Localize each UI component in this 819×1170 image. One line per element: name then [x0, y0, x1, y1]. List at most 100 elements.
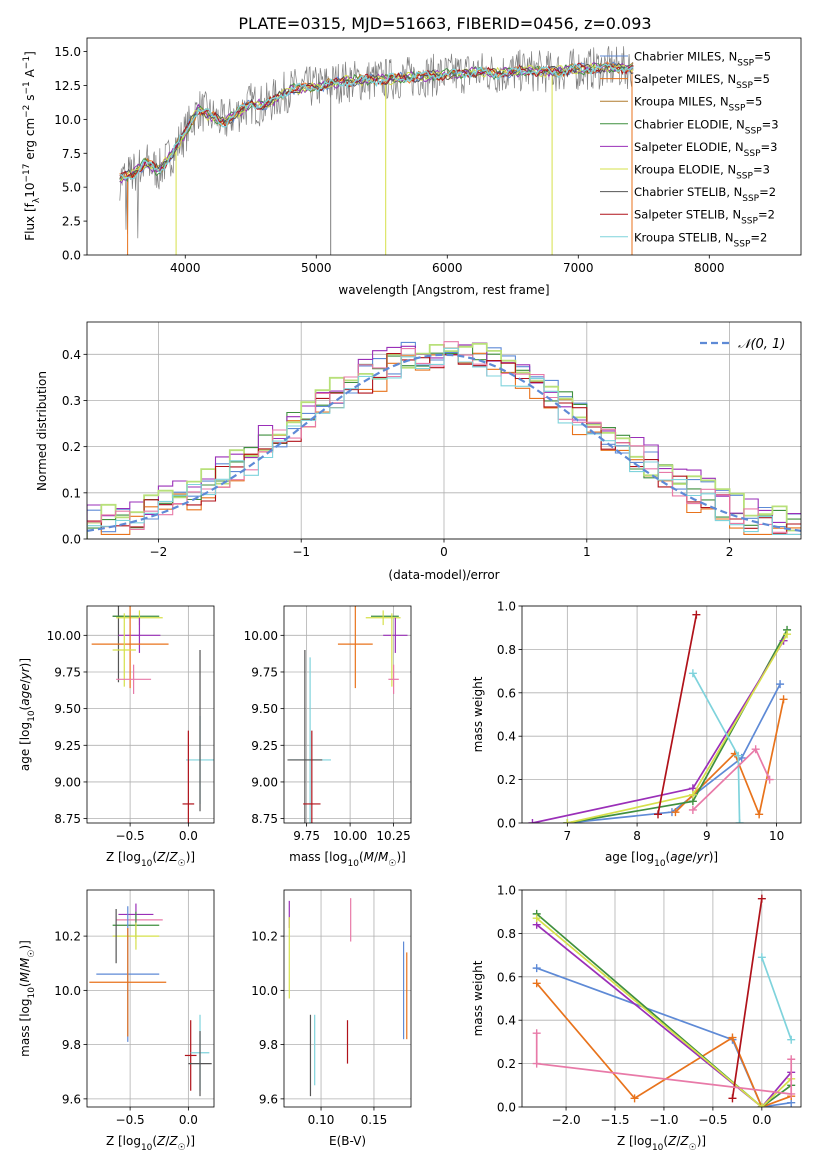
mass-weight-marker — [755, 810, 764, 819]
mass-weight-marker — [787, 1035, 796, 1044]
y-tick-label: 0.6 — [497, 970, 516, 984]
mass-weight-marker — [757, 894, 766, 903]
mass-weight-line — [536, 917, 792, 1107]
x-axis-label: mass [log10(M/M☉)] — [289, 850, 406, 869]
mass-weight-marker — [532, 1059, 541, 1068]
legend-entry: 𝒩(0, 1) — [738, 337, 785, 352]
y-tick-label: 0.3 — [62, 394, 81, 408]
y-tick-label: 10.0 — [54, 113, 81, 127]
mass-weight-marker — [688, 805, 697, 814]
mass-weight-marker — [757, 1103, 766, 1107]
mass-weight-marker — [776, 680, 785, 689]
y-tick-label: 10.00 — [47, 629, 81, 643]
y-tick-label: 0.1 — [62, 486, 81, 500]
plot-area — [91, 606, 214, 823]
x-tick-label: −2.0 — [551, 1113, 580, 1127]
plot-area — [89, 903, 212, 1097]
mass-weight-marker — [688, 790, 697, 799]
model-spectrum-line — [119, 62, 634, 180]
axes-frame — [283, 605, 412, 824]
mass-weight-marker — [765, 775, 774, 784]
x-axis-label: Z [log10(Z/Z☉)] — [106, 1134, 195, 1153]
mass-weight-marker — [779, 695, 788, 704]
figure-title: PLATE=0315, MJD=51663, FIBERID=0456, z=0… — [238, 14, 651, 33]
x-tick-label: 8 — [633, 829, 641, 843]
x-tick-label: 0.0 — [752, 1113, 771, 1127]
mass-weight-line — [760, 957, 793, 1040]
y-tick-label: 9.6 — [259, 1092, 278, 1106]
y-tick-label: 0.0 — [497, 1101, 516, 1115]
y-axis-label: Flux [fλ10−17 erg cm−2 s−1 A−1] — [22, 51, 42, 241]
y-tick-label: 0.8 — [497, 927, 516, 941]
y-tick-label: 9.8 — [259, 1038, 278, 1052]
x-axis-label: Z [log10(Z/Z☉)] — [617, 1134, 706, 1153]
mass-weight-marker — [532, 914, 541, 923]
y-tick-label: 9.25 — [251, 739, 278, 753]
x-tick-label: −1.5 — [600, 1113, 629, 1127]
x-axis-label: (data-model)/error — [388, 568, 499, 582]
mass-weight-marker — [787, 1055, 796, 1064]
axes-frame — [86, 889, 215, 1108]
x-axis-label: E(B-V) — [329, 1134, 366, 1148]
x-tick-label: 7 — [564, 829, 572, 843]
normal-curve — [87, 353, 801, 532]
y-tick-label: 9.00 — [251, 775, 278, 789]
mass-weight-marker — [757, 953, 766, 962]
y-tick-label: 0.2 — [497, 1057, 516, 1071]
y-tick-label: 8.75 — [54, 812, 81, 826]
z-age-panel: −0.5 0.0 8.75 9.00 9.25 9.50 9.75 10.00 Z [log10… — [18, 605, 215, 869]
axes-frame — [86, 37, 802, 256]
mass-weight-marker — [688, 669, 697, 678]
mass-weight-marker — [783, 630, 792, 639]
y-tick-label: 0.6 — [497, 686, 516, 700]
axes-frame — [521, 605, 802, 824]
legend-entry: Chabrier ELODIE, NSSP=3 — [634, 117, 779, 136]
mass-weight-marker — [728, 1094, 737, 1103]
axes-frame — [283, 889, 412, 1108]
y-tick-label: 10.2 — [251, 930, 278, 944]
mass-weight-marker — [692, 610, 701, 619]
y-tick-label: 9.25 — [54, 739, 81, 753]
y-tick-label: 5.0 — [62, 181, 81, 195]
y-tick-label: 1.0 — [497, 600, 516, 614]
y-tick-label: 1.0 — [497, 884, 516, 898]
y-tick-label: 8.75 — [251, 812, 278, 826]
mass-weight-marker — [728, 1033, 737, 1042]
y-tick-label: 9.50 — [251, 702, 278, 716]
x-tick-label: 0 — [440, 545, 448, 559]
residuals-panel: −2 −1 0 1 2 0.0 0.1 0.2 0.3 0.4 (data-model)/error… — [35, 321, 802, 582]
y-tick-label: 0.8 — [497, 643, 516, 657]
model-spectrum-line — [119, 62, 634, 179]
axes-frame — [521, 889, 802, 1108]
x-tick-label: −0.5 — [698, 1113, 727, 1127]
x-tick-label: 10.00 — [333, 829, 367, 843]
legend-entry: Chabrier MILES, NSSP=5 — [634, 50, 771, 69]
y-tick-label: 10.2 — [54, 930, 81, 944]
legend-entry: Kroupa STELIB, NSSP=2 — [634, 230, 767, 249]
x-tick-label: −1 — [292, 545, 310, 559]
legend-entry: Salpeter ELODIE, NSSP=3 — [634, 140, 777, 159]
mass-weight-marker — [735, 819, 744, 823]
y-axis-label: age [log10(age/yr)] — [18, 658, 37, 771]
residual-histogram — [87, 347, 801, 539]
z-massweight-panel: −2.0 −1.5 −1.0 −0.5 0.0 0.0 0.2 0.4 0.6 0.8 1.0 Z [… — [471, 884, 802, 1153]
spectrum-panel: 4000 5000 6000 7000 8000 0.0 2.5 5.0 7.5 10.0 12.5… — [22, 37, 802, 297]
mass-weight-marker — [563, 819, 572, 823]
x-tick-label: 10.25 — [376, 829, 410, 843]
y-tick-label: 9.75 — [54, 665, 81, 679]
x-tick-label: 5000 — [301, 261, 332, 275]
y-tick-label: 0.2 — [62, 440, 81, 454]
plot-area — [288, 898, 408, 1097]
y-tick-label: 0.2 — [497, 773, 516, 787]
x-tick-label: 0.0 — [179, 829, 198, 843]
mass-weight-marker — [532, 1029, 541, 1038]
plot-area — [528, 610, 792, 823]
mass-weight-marker — [630, 1094, 639, 1103]
y-tick-label: 15.0 — [54, 45, 81, 59]
y-tick-label: 9.00 — [54, 775, 81, 789]
y-axis-label: mass weight — [471, 676, 485, 752]
x-tick-label: −2 — [150, 545, 168, 559]
mass-weight-line — [535, 1033, 793, 1095]
mass-weight-line — [674, 699, 785, 818]
y-tick-label: 0.4 — [497, 1014, 516, 1028]
